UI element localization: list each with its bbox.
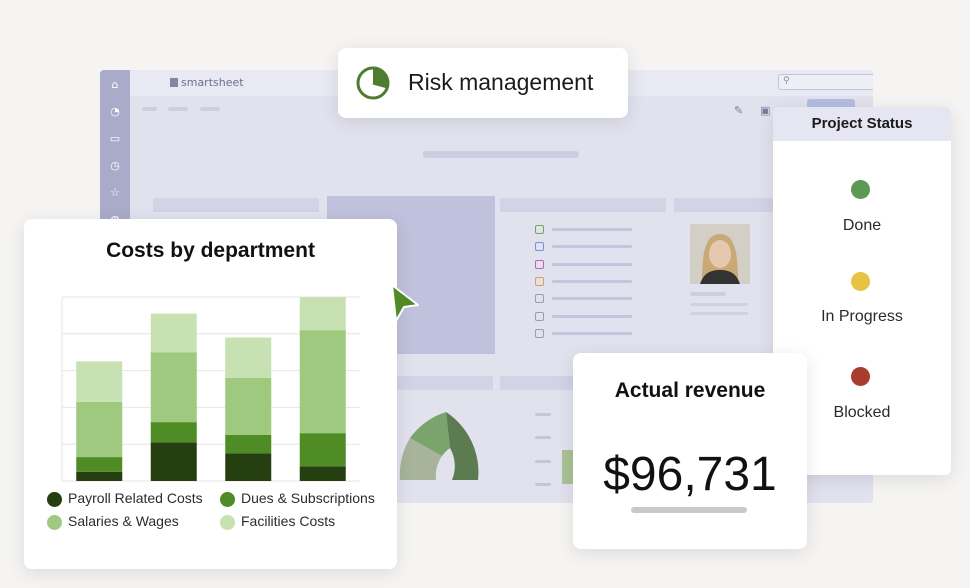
risk-management-card[interactable]: Risk management <box>338 48 628 118</box>
axis-placeholder <box>535 436 551 439</box>
bar-segment-2-series-3 <box>150 352 197 423</box>
name-placeholder <box>690 312 748 315</box>
project-status-title: Project Status <box>773 107 951 141</box>
bar-segment-2-series-2 <box>150 422 197 443</box>
bar-segment-2-series-1 <box>150 442 197 481</box>
list-item-placeholder <box>552 262 632 266</box>
status-dot-done <box>851 180 870 199</box>
search-icon: ⚲ <box>783 76 790 86</box>
list-icon-folder <box>535 294 544 304</box>
widget-header <box>500 198 666 212</box>
bar-segment-1-series-2 <box>76 457 123 472</box>
costs-bar-chart <box>61 296 360 482</box>
pie-chart-icon <box>356 66 390 100</box>
list-item-placeholder <box>552 245 632 249</box>
widget-header <box>396 376 493 390</box>
status-label-done: Done <box>842 217 882 234</box>
legend-dot-salaries <box>47 515 62 530</box>
costs-by-department-card: Costs by department Payroll Related Cost… <box>24 219 397 569</box>
bar-segment-2-series-4 <box>150 313 197 353</box>
chart-title: Costs by department <box>106 239 315 262</box>
bar-segment-3-series-3 <box>225 377 272 435</box>
chart-bar-background <box>562 450 574 484</box>
project-status-card: Project Status Done In Progress Blocked <box>773 107 951 475</box>
list-item-placeholder <box>552 297 632 301</box>
dashboard-title-placeholder <box>423 151 579 158</box>
bar-segment-1-series-1 <box>76 471 123 481</box>
list-icon-people <box>535 311 544 321</box>
bar-segment-4-series-1 <box>299 466 346 481</box>
status-dot-in-progress <box>851 272 870 291</box>
legend-label-salaries: Salaries & Wages <box>68 513 179 529</box>
status-label-blocked: Blocked <box>833 404 891 421</box>
app-logo-text: smartsheet <box>181 76 244 89</box>
breadcrumb-placeholder <box>200 107 220 111</box>
list-item-placeholder <box>552 314 632 318</box>
list-icon-doc <box>535 242 544 252</box>
bell-icon[interactable]: ◔ <box>110 105 120 118</box>
bar-segment-4-series-2 <box>299 433 346 467</box>
search-input[interactable]: ⚲ <box>778 74 873 90</box>
list-item-placeholder <box>552 228 632 231</box>
bar-segment-4-series-4 <box>299 297 346 331</box>
status-dot-blocked <box>851 367 870 386</box>
legend-dot-payroll <box>47 492 62 507</box>
legend-label-facilities: Facilities Costs <box>241 513 336 529</box>
actual-revenue-card: Actual revenue $96,731 <box>573 353 807 549</box>
cursor-arrow-icon <box>391 284 419 322</box>
app-logo: smartsheet <box>170 76 244 89</box>
axis-placeholder <box>535 483 551 486</box>
axis-placeholder <box>535 413 551 416</box>
revenue-value: $96,731 <box>603 448 777 501</box>
clock-icon[interactable]: ◷ <box>110 159 120 172</box>
name-placeholder <box>690 303 748 306</box>
pencil-icon[interactable]: ✎ <box>734 104 744 117</box>
bar-segment-4-series-3 <box>299 330 346 434</box>
widget-header <box>500 376 580 390</box>
star-icon[interactable]: ☆ <box>110 186 120 199</box>
list-icon-clock <box>535 225 544 234</box>
legend-dot-facilities <box>220 515 235 530</box>
list-item-placeholder <box>552 279 632 283</box>
home-icon[interactable]: ⌂ <box>111 78 119 91</box>
widget-header <box>674 198 784 212</box>
breadcrumb-placeholder <box>168 107 188 111</box>
folder-icon[interactable]: ▭ <box>109 132 121 145</box>
bar-segment-1-series-3 <box>76 401 123 458</box>
bar-segment-3-series-2 <box>225 435 272 454</box>
breadcrumb-placeholder <box>142 107 157 111</box>
widget-header <box>153 198 319 212</box>
list-item-placeholder <box>552 331 632 335</box>
revenue-progress-bar <box>631 507 747 513</box>
bar-segment-3-series-4 <box>225 337 272 378</box>
list-icon-form <box>535 259 544 269</box>
gauge-chart-background <box>399 412 479 480</box>
avatar <box>690 224 750 284</box>
bar-segment-3-series-1 <box>225 453 272 481</box>
status-label-in-progress: In Progress <box>821 308 903 325</box>
list-icon-globe <box>535 328 544 338</box>
present-icon[interactable]: ▣ <box>760 104 771 117</box>
legend-dot-dues <box>220 492 235 507</box>
legend-label-payroll: Payroll Related Costs <box>68 490 203 506</box>
axis-placeholder <box>535 460 551 463</box>
name-placeholder <box>690 292 726 296</box>
list-icon-note <box>535 276 544 286</box>
bar-segment-1-series-4 <box>76 361 123 402</box>
revenue-title: Actual revenue <box>614 379 766 402</box>
legend-label-dues: Dues & Subscriptions <box>241 490 375 506</box>
risk-management-title: Risk management <box>408 69 594 95</box>
